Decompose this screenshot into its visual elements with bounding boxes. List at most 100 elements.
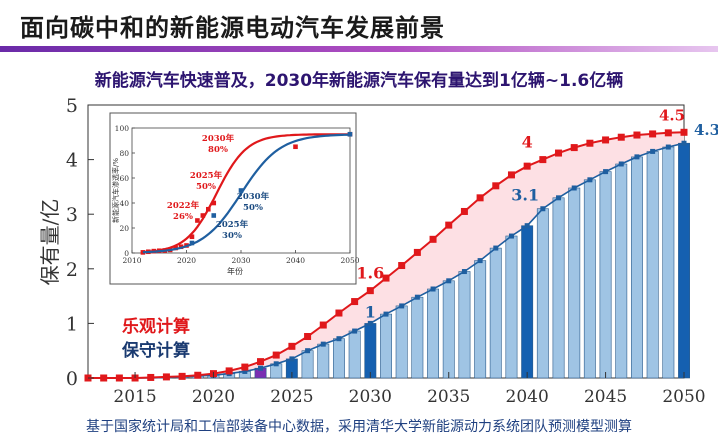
point-conservative-2023 <box>258 366 263 371</box>
bar-conservative-2036 <box>459 272 470 379</box>
inset-annotation-3-line-0: 2030年 <box>237 191 270 202</box>
inset-annotation-0-line-0: 2030年 <box>202 133 235 144</box>
y-tick-label: 2 <box>66 259 78 281</box>
bar-conservative-2043 <box>569 188 580 378</box>
inset-point-optimistic-2024 <box>206 207 211 212</box>
bar-conservative-2033 <box>412 297 423 378</box>
inset-y-tick-label: 80 <box>119 149 129 158</box>
point-optimistic-2040 <box>524 163 531 170</box>
bar-conservative-2042 <box>553 198 564 378</box>
inset-annotation-0-line-1: 80% <box>208 145 228 155</box>
point-conservative-2031 <box>384 312 389 317</box>
bar-conservative-2049 <box>663 147 674 378</box>
point-conservative-2029 <box>352 329 357 334</box>
inset-point-conservative-2025 <box>211 213 216 218</box>
inset-x-tick-label: 2030 <box>231 256 250 265</box>
point-conservative-2032 <box>399 303 404 308</box>
x-tick-label: 2040 <box>506 387 549 407</box>
bar-conservative-2028 <box>333 339 344 378</box>
x-tick-label: 2015 <box>113 387 156 407</box>
point-conservative-2026 <box>305 348 310 353</box>
point-optimistic-2017 <box>163 373 170 380</box>
point-conservative-2035 <box>446 278 451 283</box>
point-optimistic-2039 <box>508 171 515 178</box>
bar-conservative-2047 <box>631 157 642 378</box>
point-conservative-2045 <box>603 169 608 174</box>
point-optimistic-2045 <box>602 136 609 143</box>
point-conservative-2034 <box>431 287 436 292</box>
point-optimistic-2027 <box>320 322 327 329</box>
y-tick-label: 1 <box>66 313 78 335</box>
point-optimistic-2026 <box>304 333 311 340</box>
bar-conservative-2035 <box>443 281 454 378</box>
point-optimistic-2041 <box>539 156 546 163</box>
point-optimistic-2029 <box>351 298 358 305</box>
inset-x-axis-label: 年份 <box>227 266 243 276</box>
point-conservative-2042 <box>556 195 561 200</box>
inset-y-tick-label: 100 <box>115 124 130 133</box>
y-axis-label: 保有量/亿 <box>38 199 62 286</box>
inset-x-tick-label: 2010 <box>122 256 141 265</box>
inset-annotation-2-line-1: 26% <box>173 212 193 222</box>
point-optimistic-2049 <box>665 129 672 136</box>
legend-optimistic: 乐观计算 <box>122 316 190 337</box>
point-optimistic-2044 <box>586 140 593 147</box>
bar-conservative-2026 <box>302 351 313 378</box>
bar-conservative-2044 <box>584 180 595 378</box>
point-optimistic-2038 <box>492 182 499 189</box>
bar-conservative-2048 <box>647 151 658 378</box>
point-optimistic-2035 <box>445 222 452 229</box>
inset-point-optimistic-2040 <box>293 144 298 149</box>
bar-conservative-2050 <box>678 143 689 378</box>
point-conservative-2046 <box>619 161 624 166</box>
x-tick-label: 2030 <box>349 387 392 407</box>
point-conservative-2040 <box>525 223 530 228</box>
point-optimistic-2048 <box>649 130 656 137</box>
point-conservative-2039 <box>509 234 514 239</box>
x-tick-label: 2020 <box>192 387 235 407</box>
point-optimistic-2033 <box>414 249 421 256</box>
inset-point-optimistic-2025 <box>211 201 216 206</box>
point-optimistic-2018 <box>179 373 186 380</box>
point-conservative-2041 <box>540 206 545 211</box>
point-optimistic-2013 <box>100 375 107 382</box>
inset-x-tick-label: 2050 <box>340 256 359 265</box>
data-label-conservative-2040: 3.1 <box>511 186 539 205</box>
inset-annotation-3-line-1: 50% <box>243 203 263 213</box>
bar-conservative-2046 <box>616 164 627 378</box>
y-tick-label: 3 <box>66 204 78 226</box>
point-conservative-2027 <box>321 342 326 347</box>
point-optimistic-2050 <box>681 129 688 136</box>
inset-y-tick-label: 60 <box>119 174 129 183</box>
point-optimistic-2025 <box>288 343 295 350</box>
point-optimistic-2032 <box>398 262 405 269</box>
point-conservative-2030 <box>368 321 373 326</box>
inset-y-axis-label: 新能源汽车渗透率/% <box>111 158 120 223</box>
data-label-optimistic-2030: 1.6 <box>356 264 384 283</box>
inset-y-tick-label: 20 <box>119 224 129 233</box>
bar-conservative-2031 <box>380 314 391 378</box>
y-tick-label: 0 <box>66 368 78 390</box>
y-tick-label: 5 <box>66 95 78 117</box>
point-optimistic-2021 <box>226 367 233 374</box>
bar-conservative-2030 <box>365 323 376 378</box>
point-optimistic-2028 <box>335 310 342 317</box>
inset-annotation-2-line-0: 2022年 <box>167 200 200 211</box>
point-optimistic-2019 <box>194 372 201 379</box>
bar-conservative-2038 <box>490 248 501 378</box>
bar-conservative-2027 <box>318 344 329 378</box>
inset-point-optimistic-2022 <box>195 218 200 223</box>
point-conservative-2033 <box>415 295 420 300</box>
inset-y-tick-label: 40 <box>119 199 129 208</box>
inset-annotation-1-line-1: 50% <box>196 182 216 192</box>
point-optimistic-2024 <box>273 352 280 359</box>
bar-conservative-2041 <box>537 209 548 378</box>
point-optimistic-2042 <box>555 150 562 157</box>
point-conservative-2028 <box>336 336 341 341</box>
point-optimistic-2023 <box>257 358 264 365</box>
legend-conservative: 保守计算 <box>121 340 190 361</box>
inset-x-tick-label: 2020 <box>177 256 196 265</box>
data-label-conservative-2030: 1 <box>365 302 376 321</box>
bar-conservative-2029 <box>349 331 360 378</box>
chart-svg: 0123452015 2020 2025 2030 2035 2040 2045 2050保有… <box>0 0 718 444</box>
